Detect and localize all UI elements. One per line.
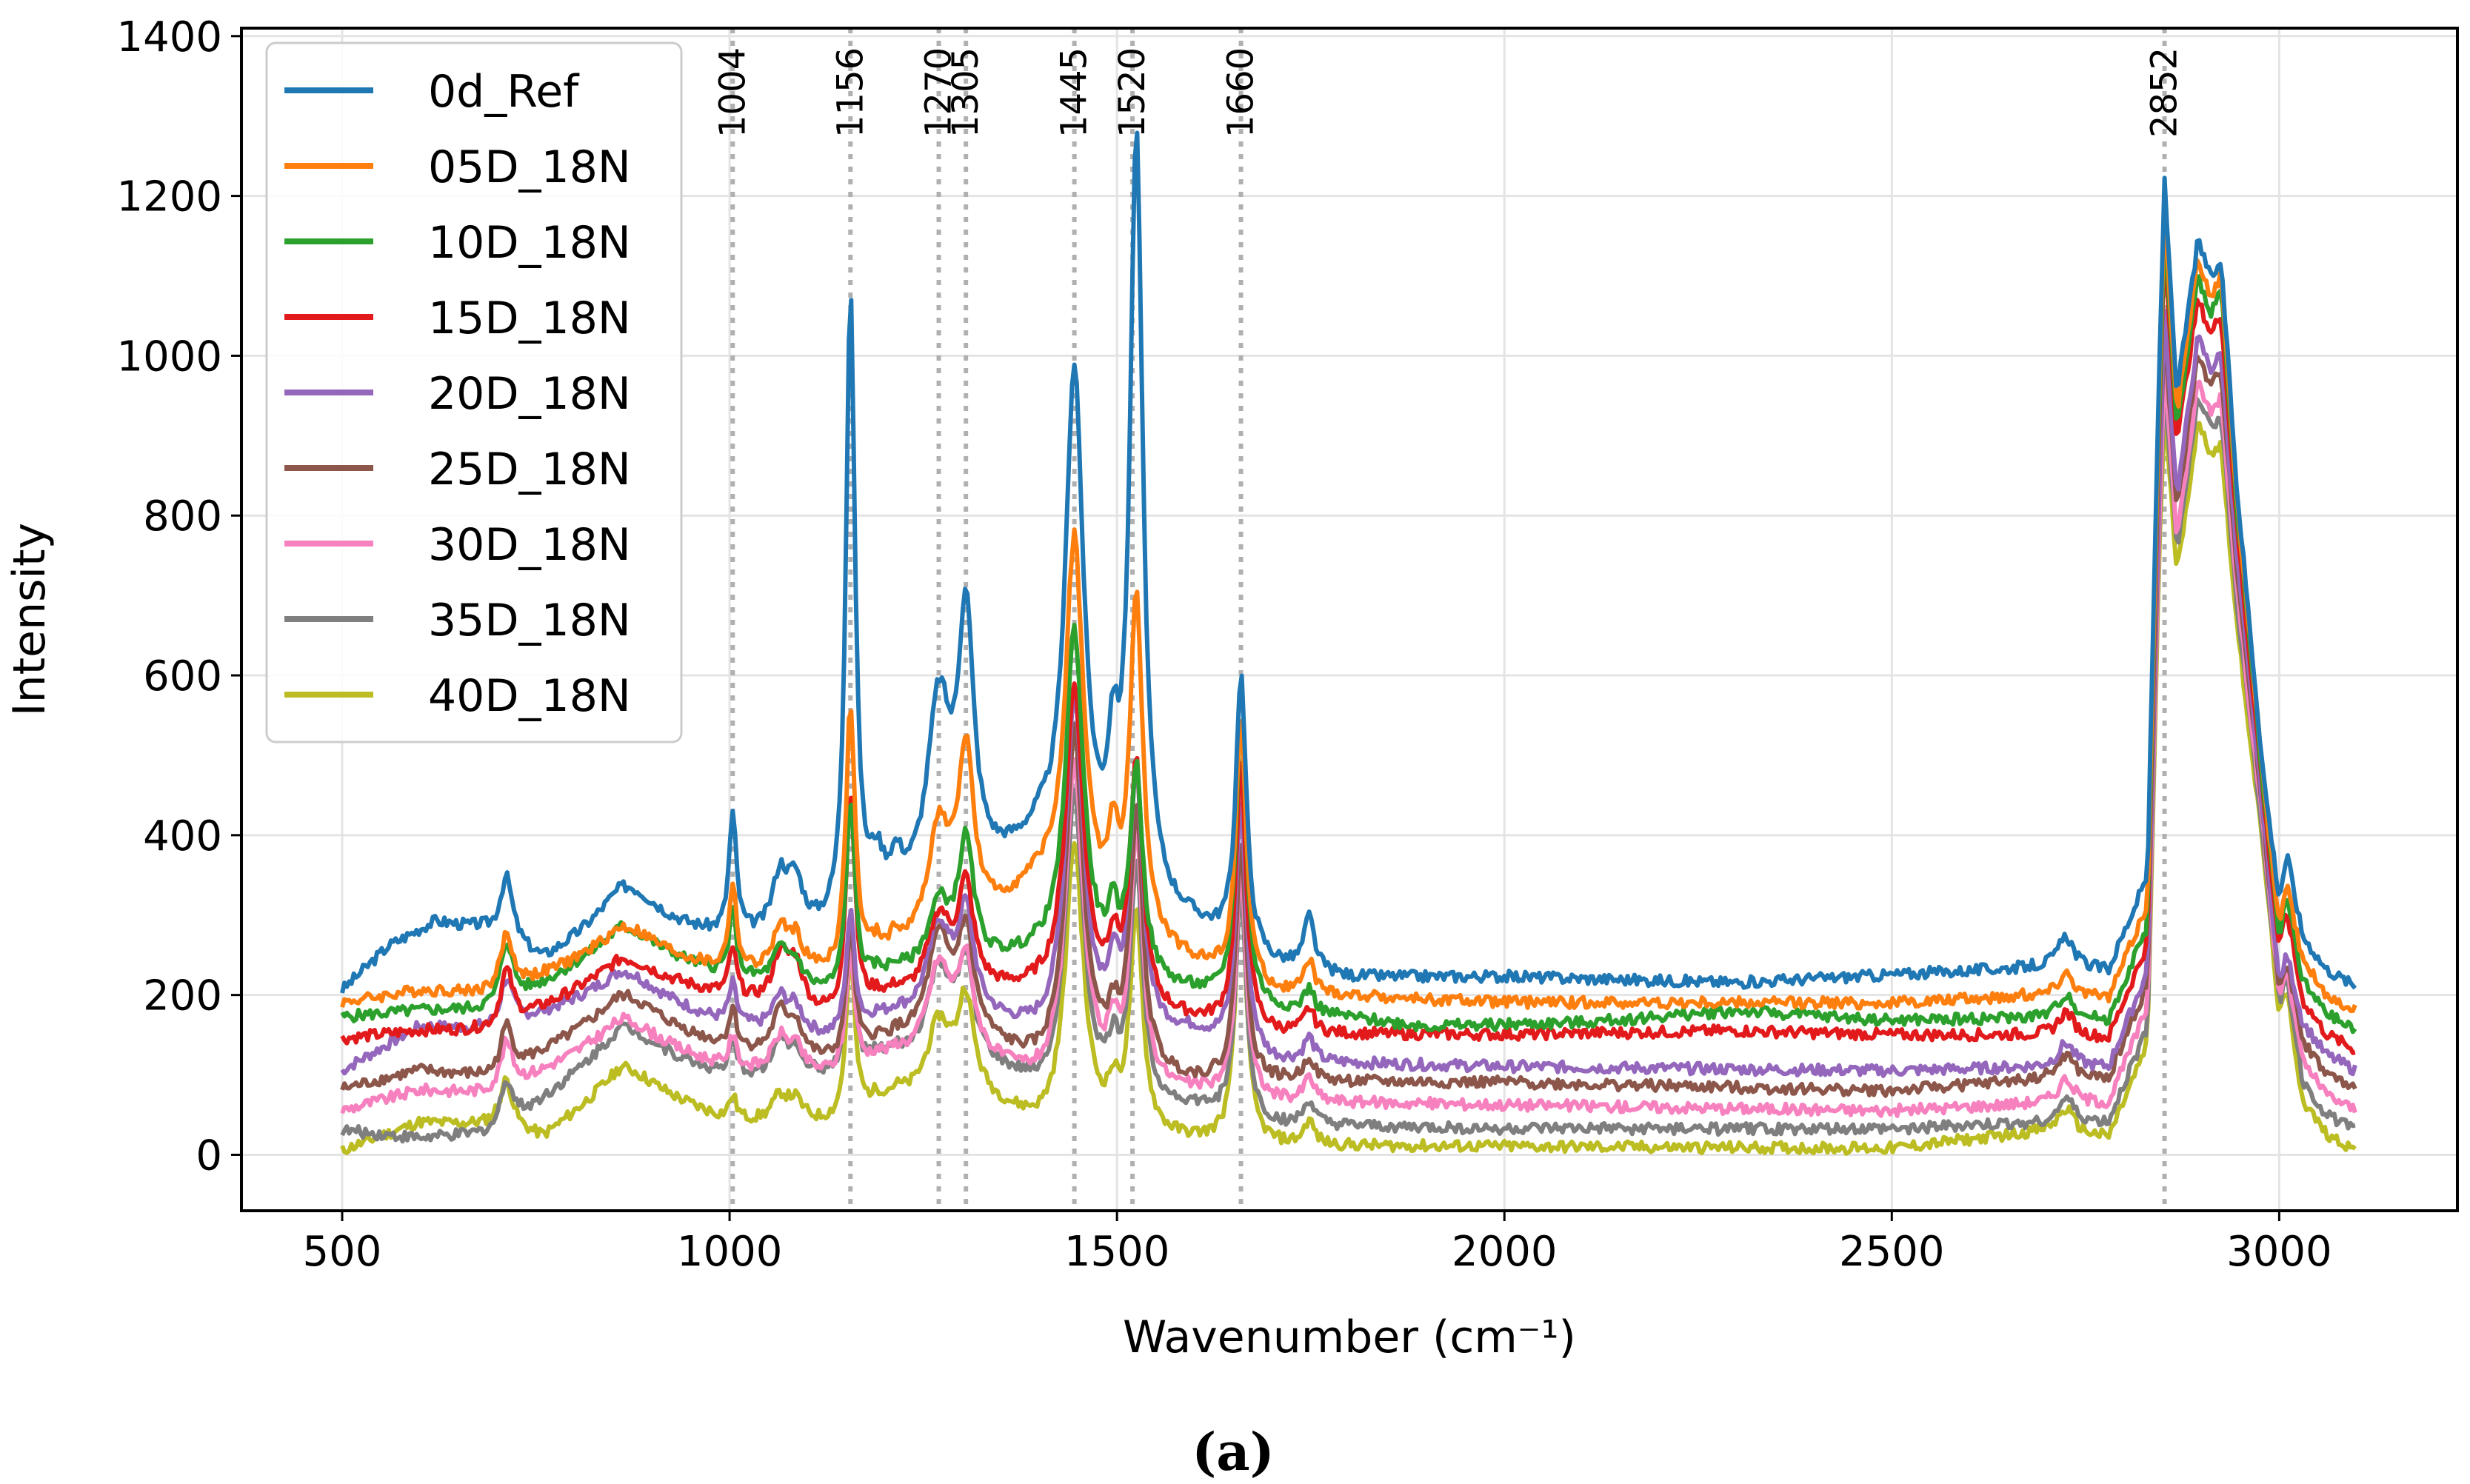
series-line	[340, 357, 2357, 1118]
legend-label: 35D_18N	[428, 595, 631, 646]
y-tick-label: 1200	[116, 173, 222, 221]
x-axis-label: Wavenumber (cm⁻¹)	[1123, 1311, 1576, 1363]
series-line	[340, 309, 2357, 1078]
legend-label: 05D_18N	[428, 141, 631, 193]
x-tick-label: 500	[303, 1228, 382, 1276]
legend: 0d_Ref 05D_18N 10D_18N 15D_18N 20D_18N 25D_18…	[265, 41, 683, 743]
y-tick-label: 1000	[116, 332, 222, 381]
x-tick-label: 3000	[2226, 1228, 2332, 1276]
x-tick-label: 2500	[1839, 1228, 1945, 1276]
series-line	[340, 208, 2357, 1013]
y-tick-label: 800	[143, 492, 222, 541]
legend-label: 40D_18N	[428, 670, 631, 722]
y-tick-label: 600	[143, 652, 222, 701]
series-line	[340, 240, 2356, 1055]
series-line	[340, 409, 2357, 1156]
legend-label: 30D_18N	[428, 519, 631, 571]
peak-label: 1305	[945, 47, 987, 138]
y-tick-label: 0	[196, 1132, 222, 1180]
plot-frame	[240, 27, 2459, 1212]
peak-label: 1660	[1221, 47, 1262, 138]
figure-caption: (a)	[1192, 1421, 1275, 1483]
series-line	[340, 130, 2357, 994]
series-line	[340, 324, 2357, 1098]
legend-box	[265, 41, 683, 743]
x-tick-label: 1000	[677, 1228, 783, 1276]
legend-label: 0d_Ref	[428, 66, 580, 118]
series-line	[340, 227, 2357, 1035]
y-tick-label: 200	[143, 972, 222, 1020]
x-tick-label: 2000	[1452, 1228, 1558, 1276]
legend-label: 25D_18N	[428, 444, 631, 495]
series-lines	[340, 130, 2357, 1156]
series-line	[340, 382, 2356, 1144]
peak-label: 1520	[1112, 47, 1153, 138]
peak-label: 1004	[712, 47, 753, 138]
legend-label: 15D_18N	[428, 293, 631, 344]
peak-label: 1445	[1054, 47, 1095, 138]
peak-label: 1270	[918, 47, 960, 138]
y-tick-label: 400	[143, 812, 222, 860]
axis-ticks: 500 1000 1500 2000 2500 3000 0 200 400 600 800 1000…	[116, 13, 2332, 1276]
x-tick-label: 1500	[1064, 1228, 1170, 1276]
y-tick-label: 1400	[116, 13, 222, 61]
peak-label: 1156	[830, 47, 871, 138]
legend-label: 10D_18N	[428, 217, 631, 269]
legend-label: 20D_18N	[428, 368, 631, 420]
y-axis-label: Intensity	[4, 523, 56, 716]
peak-label: 2852	[2144, 47, 2186, 138]
